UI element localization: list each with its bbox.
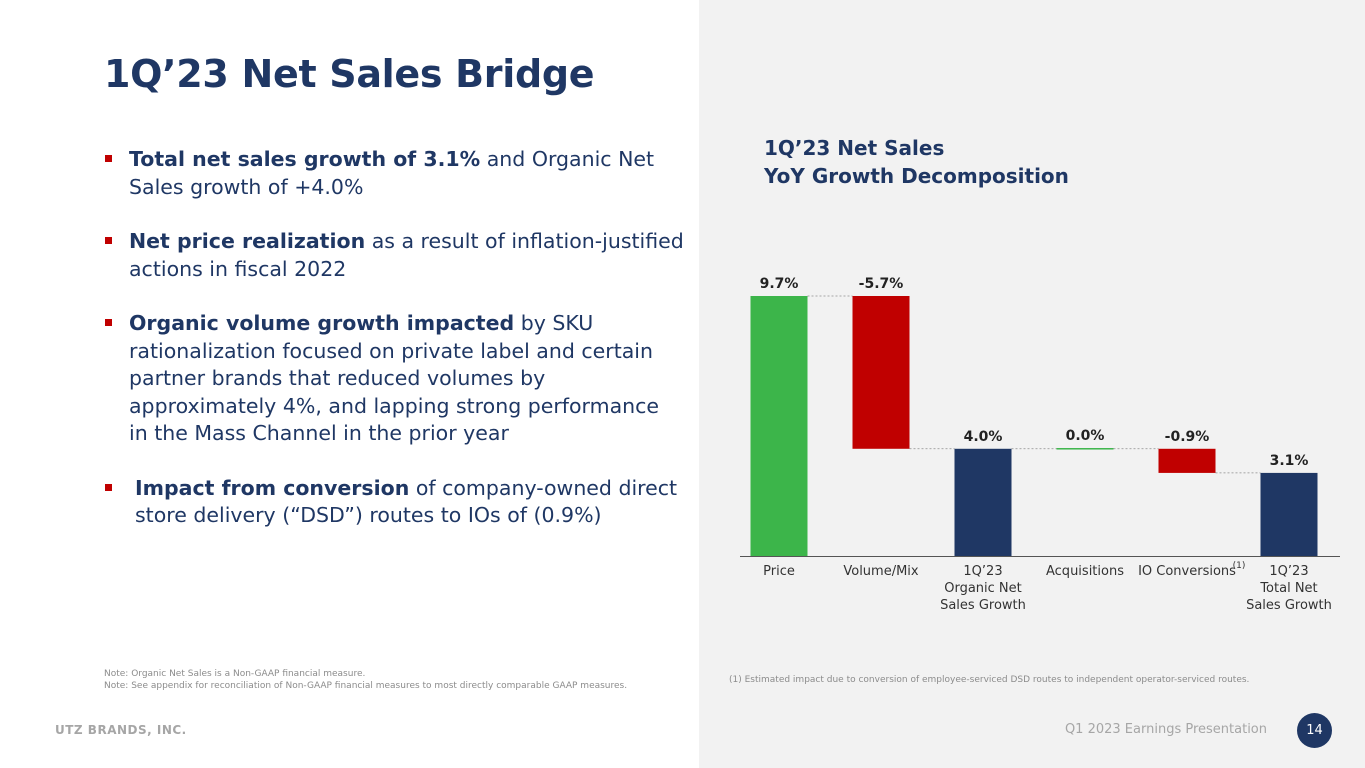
- category-label-5: IO Conversions: [1138, 564, 1236, 579]
- bullet-list: Total net sales growth of 3.1% and Organ…: [104, 146, 684, 557]
- chart-title: 1Q’23 Net Sales YoY Growth Decomposition: [764, 134, 1069, 190]
- category-label-6: 1Q’23: [1269, 564, 1308, 579]
- bullet-item: Organic volume growth impacted by SKU ra…: [104, 310, 684, 448]
- bullet-marker: [105, 483, 112, 491]
- page-number-badge: 14: [1297, 713, 1332, 748]
- data-label-1: 9.7%: [760, 276, 799, 292]
- bullet-marker: [105, 155, 112, 162]
- bullet-bold: Organic volume growth impacted: [129, 311, 515, 335]
- company-name: UTZ BRANDS, INC.: [55, 723, 187, 737]
- bullet-bold: Net price realization: [129, 229, 366, 253]
- bullet-text: of company-owned direct store delivery (…: [135, 475, 678, 528]
- data-label-4: 0.0%: [1066, 428, 1105, 444]
- notes: Note: Organic Net Sales is a Non-GAAP fi…: [104, 668, 627, 692]
- bar-4: [1056, 448, 1114, 450]
- bullet-text: by SKU rationalization focused on privat…: [129, 311, 660, 445]
- category-footnote-marker: (1): [1233, 561, 1246, 571]
- chart-footnote: (1) Estimated impact due to conversion o…: [729, 675, 1250, 685]
- bullet-item: Impact from conversion of company-owned …: [104, 475, 684, 530]
- waterfall-chart: 9.7% -5.7% 4.0% 0.0% -0.9% 3.1% Price Volume/Mi…: [740, 276, 1340, 613]
- bullet-bold: Impact from conversion: [135, 475, 410, 500]
- page-title: 1Q’23 Net Sales Bridge: [104, 52, 595, 96]
- data-label-6: 3.1%: [1270, 453, 1309, 469]
- category-label-3: Organic Net: [944, 581, 1022, 596]
- category-label-4: Acquisitions: [1046, 564, 1124, 579]
- bullet-text: as a result of inflation-justified actio…: [129, 229, 684, 281]
- data-label-5: -0.9%: [1165, 429, 1210, 445]
- chart-title-line: YoY Growth Decomposition: [764, 164, 1069, 188]
- bar-6: [1260, 472, 1318, 556]
- bar-2: [852, 296, 910, 449]
- bullet-marker: [105, 319, 112, 326]
- presentation-name: Q1 2023 Earnings Presentation: [1064, 722, 1267, 737]
- category-label-2: Volume/Mix: [843, 564, 919, 579]
- category-label-6: Sales Growth: [1246, 598, 1332, 613]
- bar-5: [1158, 448, 1216, 473]
- bar-1: [750, 296, 808, 556]
- data-label-3: 4.0%: [964, 429, 1003, 445]
- category-label-3: Sales Growth: [940, 598, 1026, 613]
- right-panel: [699, 0, 1365, 768]
- note-line: Note: Organic Net Sales is a Non-GAAP fi…: [104, 669, 366, 679]
- bullet-bold: Total net sales growth of 3.1%: [129, 147, 481, 171]
- bullet-marker: [105, 237, 112, 244]
- category-label-1: Price: [763, 564, 795, 579]
- note-line: Note: See appendix for reconciliation of…: [104, 681, 628, 691]
- category-label-6: Total Net: [1259, 581, 1317, 596]
- data-label-2: -5.7%: [859, 276, 904, 292]
- bar-3: [954, 448, 1012, 556]
- category-label-3: 1Q’23: [963, 564, 1002, 579]
- bullet-item: Net price realization as a result of inf…: [104, 228, 684, 283]
- bullet-text: and Organic Net Sales growth of +4.0%: [129, 147, 655, 199]
- bullet-item: Total net sales growth of 3.1% and Organ…: [104, 146, 684, 201]
- chart-title-line: 1Q’23 Net Sales: [764, 136, 945, 160]
